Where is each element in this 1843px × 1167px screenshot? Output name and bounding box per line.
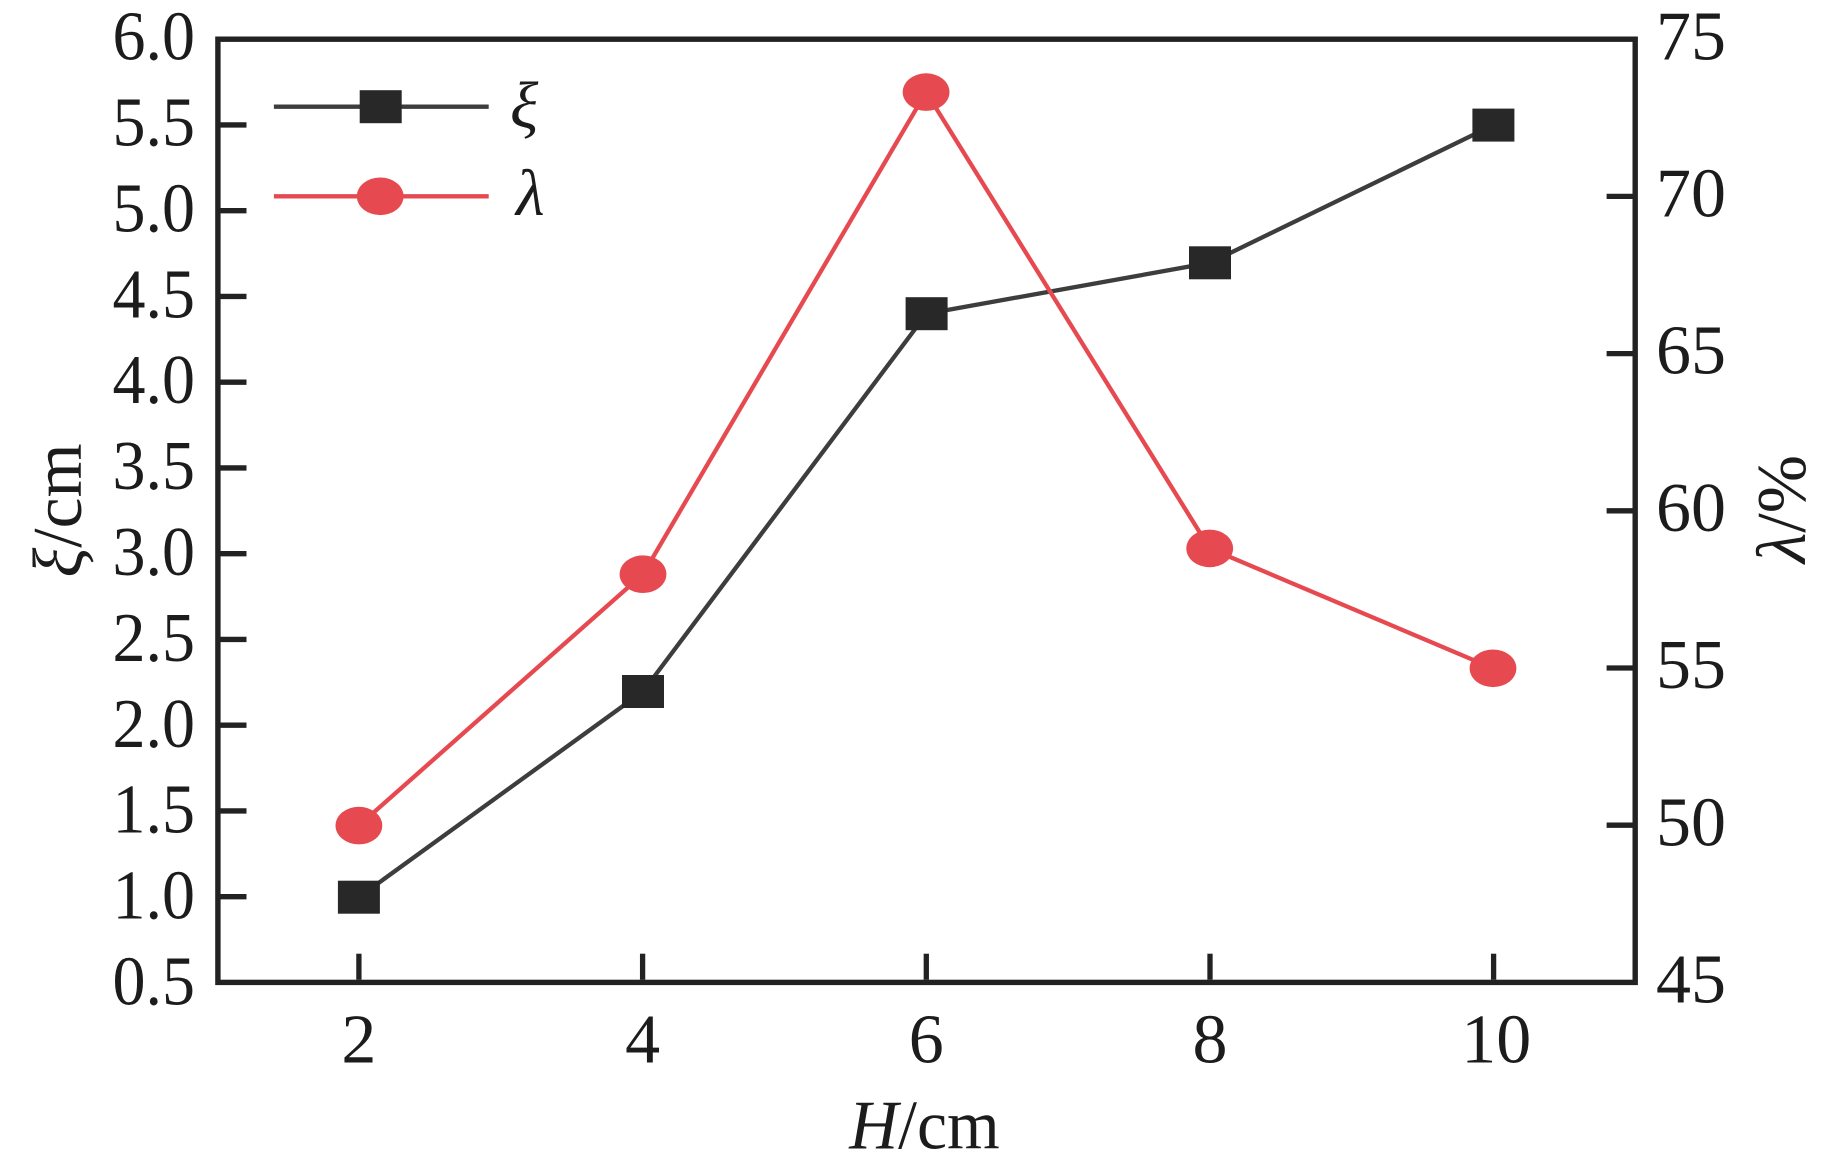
- svg-text:2.0: 2.0: [113, 686, 196, 763]
- svg-text:6.0: 6.0: [113, 0, 196, 76]
- svg-text:60: 60: [1656, 470, 1726, 547]
- svg-text:4.0: 4.0: [113, 342, 196, 419]
- svg-text:λ: λ: [514, 157, 545, 230]
- svg-text:5.0: 5.0: [113, 170, 196, 247]
- svg-text:45: 45: [1656, 942, 1726, 1019]
- svg-text:H/cm: H/cm: [848, 1088, 999, 1165]
- svg-text:5.5: 5.5: [113, 85, 196, 162]
- svg-text:2.5: 2.5: [113, 600, 196, 677]
- svg-text:50: 50: [1656, 784, 1726, 861]
- svg-text:8: 8: [1193, 1002, 1228, 1079]
- svg-text:6: 6: [909, 1002, 944, 1079]
- svg-text:1.0: 1.0: [113, 858, 196, 935]
- svg-text:3.0: 3.0: [113, 514, 196, 591]
- svg-text:1.5: 1.5: [113, 772, 196, 849]
- svg-text:70: 70: [1656, 156, 1726, 233]
- svg-text:ξ: ξ: [510, 69, 539, 142]
- svg-text:λ/%: λ/%: [1744, 455, 1821, 565]
- svg-text:3.5: 3.5: [113, 428, 196, 505]
- svg-text:4.5: 4.5: [113, 256, 196, 333]
- svg-text:2: 2: [341, 1002, 376, 1079]
- svg-text:ξ/cm: ξ/cm: [20, 444, 97, 578]
- svg-text:10: 10: [1461, 1002, 1531, 1079]
- svg-text:65: 65: [1656, 313, 1726, 390]
- svg-text:4: 4: [625, 1002, 660, 1079]
- svg-text:0.5: 0.5: [113, 943, 196, 1020]
- svg-text:55: 55: [1656, 627, 1726, 704]
- svg-text:75: 75: [1656, 0, 1726, 75]
